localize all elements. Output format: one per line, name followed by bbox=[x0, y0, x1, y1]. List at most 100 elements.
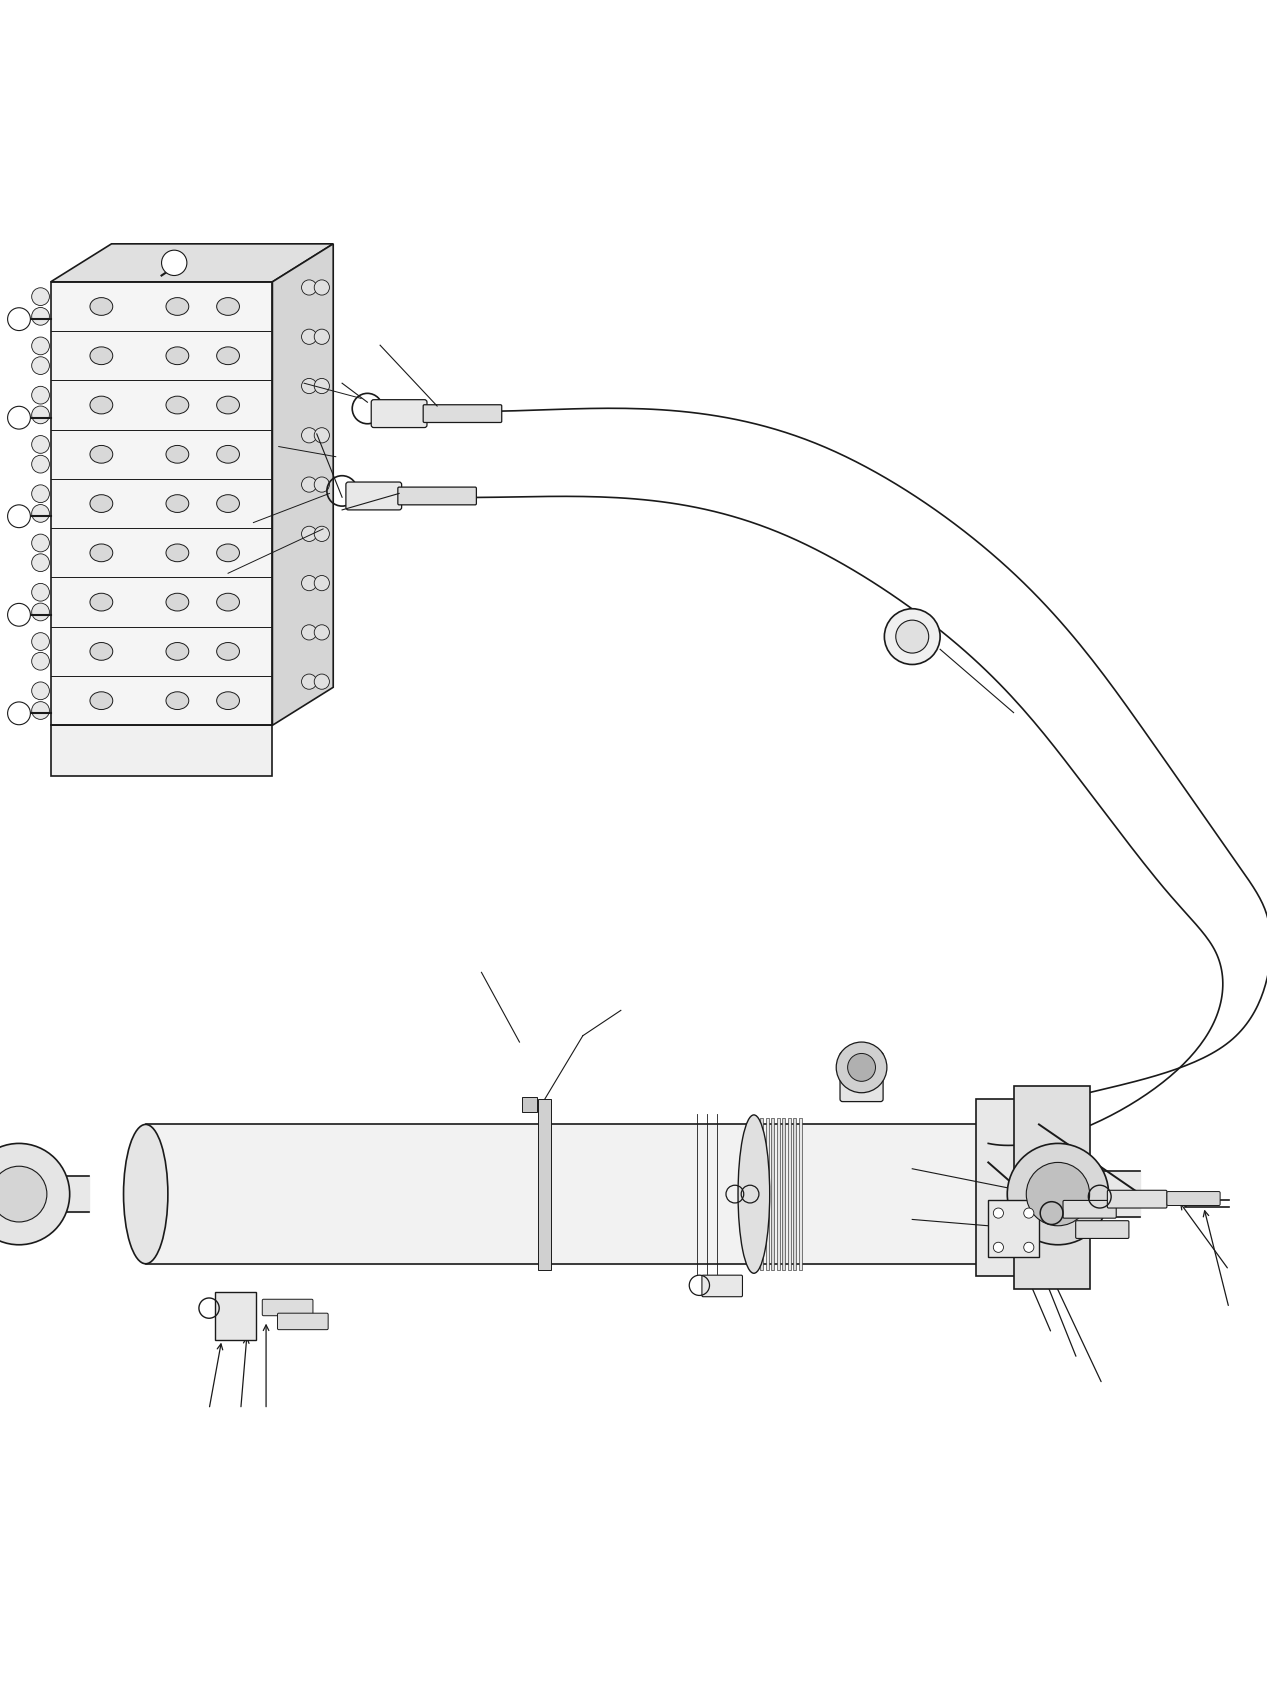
FancyBboxPatch shape bbox=[215, 1292, 256, 1340]
Polygon shape bbox=[976, 1100, 1026, 1277]
Circle shape bbox=[1024, 1243, 1034, 1253]
Ellipse shape bbox=[217, 593, 239, 612]
FancyBboxPatch shape bbox=[346, 483, 402, 510]
Circle shape bbox=[314, 428, 329, 443]
Circle shape bbox=[302, 331, 317, 344]
Ellipse shape bbox=[166, 397, 189, 414]
FancyBboxPatch shape bbox=[702, 1275, 742, 1298]
Circle shape bbox=[993, 1209, 1003, 1219]
Ellipse shape bbox=[90, 298, 113, 315]
Circle shape bbox=[314, 626, 329, 641]
Ellipse shape bbox=[217, 496, 239, 513]
Polygon shape bbox=[1014, 1086, 1090, 1289]
Circle shape bbox=[1024, 1209, 1034, 1219]
Circle shape bbox=[302, 281, 317, 297]
Circle shape bbox=[8, 506, 30, 529]
Circle shape bbox=[32, 436, 49, 454]
Ellipse shape bbox=[124, 1125, 169, 1263]
Ellipse shape bbox=[90, 348, 113, 365]
Circle shape bbox=[32, 702, 49, 720]
Circle shape bbox=[32, 338, 49, 356]
Circle shape bbox=[314, 379, 329, 394]
Polygon shape bbox=[538, 1100, 551, 1270]
Circle shape bbox=[32, 535, 49, 552]
Circle shape bbox=[8, 702, 30, 725]
Circle shape bbox=[32, 309, 49, 326]
Ellipse shape bbox=[90, 593, 113, 612]
Ellipse shape bbox=[217, 643, 239, 662]
Circle shape bbox=[302, 626, 317, 641]
Polygon shape bbox=[272, 246, 333, 726]
Polygon shape bbox=[777, 1118, 779, 1270]
FancyBboxPatch shape bbox=[1063, 1200, 1116, 1219]
Ellipse shape bbox=[217, 544, 239, 563]
FancyBboxPatch shape bbox=[1167, 1192, 1220, 1205]
Circle shape bbox=[32, 358, 49, 375]
Ellipse shape bbox=[166, 593, 189, 612]
Circle shape bbox=[314, 527, 329, 542]
Circle shape bbox=[32, 407, 49, 425]
Circle shape bbox=[314, 281, 329, 297]
Circle shape bbox=[302, 379, 317, 394]
Circle shape bbox=[314, 477, 329, 493]
Polygon shape bbox=[799, 1118, 802, 1270]
Ellipse shape bbox=[166, 692, 189, 709]
Circle shape bbox=[8, 407, 30, 430]
Circle shape bbox=[32, 653, 49, 670]
Ellipse shape bbox=[217, 397, 239, 414]
Polygon shape bbox=[51, 283, 272, 726]
Circle shape bbox=[32, 554, 49, 573]
Circle shape bbox=[8, 604, 30, 627]
Polygon shape bbox=[765, 1118, 769, 1270]
Circle shape bbox=[884, 609, 940, 665]
Circle shape bbox=[0, 1144, 70, 1245]
FancyBboxPatch shape bbox=[277, 1313, 328, 1330]
Circle shape bbox=[32, 505, 49, 523]
Polygon shape bbox=[793, 1118, 796, 1270]
Ellipse shape bbox=[166, 348, 189, 365]
FancyBboxPatch shape bbox=[1107, 1190, 1167, 1209]
Ellipse shape bbox=[166, 496, 189, 513]
Circle shape bbox=[896, 621, 929, 653]
Circle shape bbox=[32, 604, 49, 622]
Circle shape bbox=[32, 633, 49, 651]
Ellipse shape bbox=[90, 397, 113, 414]
Circle shape bbox=[32, 288, 49, 307]
Circle shape bbox=[1007, 1144, 1109, 1245]
Ellipse shape bbox=[90, 692, 113, 709]
Ellipse shape bbox=[90, 643, 113, 662]
Ellipse shape bbox=[217, 298, 239, 315]
Circle shape bbox=[302, 675, 317, 691]
Circle shape bbox=[0, 1166, 47, 1222]
Circle shape bbox=[314, 331, 329, 344]
Circle shape bbox=[32, 455, 49, 474]
Polygon shape bbox=[788, 1118, 791, 1270]
Ellipse shape bbox=[90, 447, 113, 464]
FancyBboxPatch shape bbox=[423, 406, 502, 423]
Ellipse shape bbox=[166, 447, 189, 464]
Circle shape bbox=[993, 1243, 1003, 1253]
Ellipse shape bbox=[217, 692, 239, 709]
FancyBboxPatch shape bbox=[988, 1200, 1039, 1258]
Ellipse shape bbox=[737, 1115, 770, 1274]
Circle shape bbox=[302, 477, 317, 493]
Ellipse shape bbox=[90, 496, 113, 513]
Polygon shape bbox=[772, 1118, 774, 1270]
FancyBboxPatch shape bbox=[398, 488, 476, 506]
Circle shape bbox=[32, 585, 49, 602]
Ellipse shape bbox=[166, 643, 189, 662]
Ellipse shape bbox=[166, 544, 189, 563]
Polygon shape bbox=[760, 1118, 763, 1270]
Polygon shape bbox=[782, 1118, 786, 1270]
Circle shape bbox=[8, 309, 30, 331]
Circle shape bbox=[1026, 1163, 1090, 1226]
Circle shape bbox=[314, 576, 329, 592]
FancyBboxPatch shape bbox=[371, 401, 427, 428]
Polygon shape bbox=[51, 246, 333, 283]
Circle shape bbox=[302, 428, 317, 443]
Circle shape bbox=[32, 387, 49, 404]
Ellipse shape bbox=[217, 447, 239, 464]
Circle shape bbox=[32, 486, 49, 503]
Circle shape bbox=[302, 576, 317, 592]
Circle shape bbox=[836, 1042, 887, 1093]
